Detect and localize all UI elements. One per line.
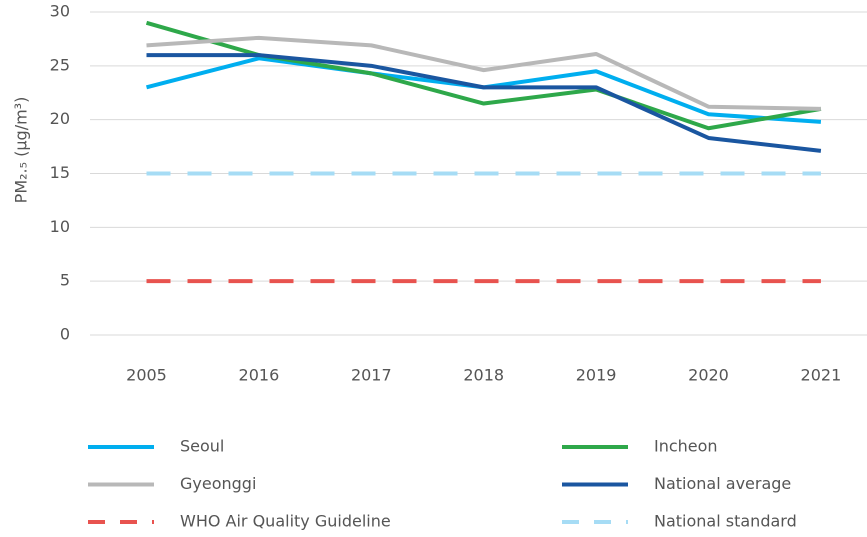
- legend-label: National standard: [654, 512, 797, 531]
- legend-label: Incheon: [654, 437, 718, 456]
- x-tick-label: 2020: [688, 366, 729, 385]
- x-tick-label: 2021: [801, 366, 842, 385]
- legend-label: Gyeonggi: [180, 474, 256, 493]
- y-axis-label: PM₂.₅ (µg/m³): [12, 97, 31, 204]
- x-tick-label: 2005: [126, 366, 167, 385]
- y-tick-label: 30: [50, 2, 70, 21]
- y-tick-label: 25: [50, 55, 70, 74]
- y-tick-label: 5: [60, 271, 70, 290]
- legend-label: Seoul: [180, 437, 224, 456]
- y-tick-label: 0: [60, 325, 70, 344]
- series-line: [146, 35, 821, 111]
- y-tick-label: 10: [50, 217, 70, 236]
- x-tick-label: 2016: [239, 366, 280, 385]
- x-tick-label: 2018: [463, 366, 504, 385]
- x-tick-label: 2017: [351, 366, 392, 385]
- legend-label: National average: [654, 474, 791, 493]
- y-tick-label: 20: [50, 109, 70, 128]
- legend-label: WHO Air Quality Guideline: [180, 512, 391, 531]
- series-line: [145, 56, 822, 124]
- x-tick-label: 2019: [576, 366, 617, 385]
- series-line: [146, 53, 822, 153]
- y-tick-label: 15: [50, 163, 70, 182]
